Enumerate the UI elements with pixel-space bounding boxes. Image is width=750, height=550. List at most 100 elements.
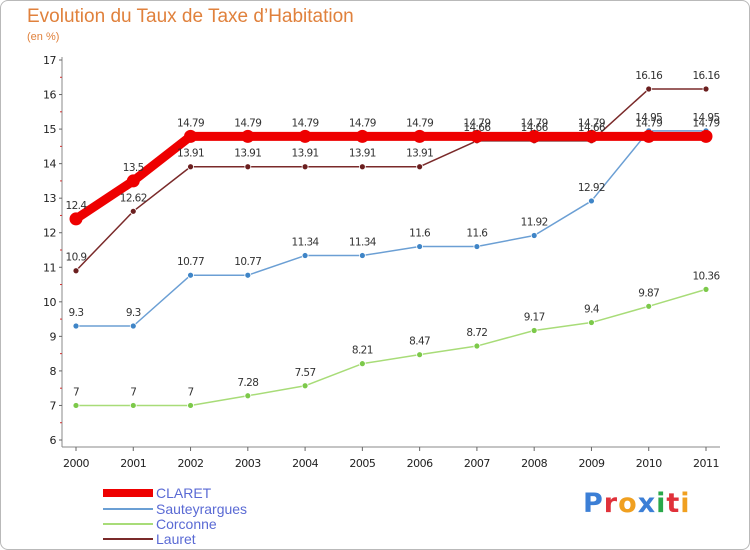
y-tick-label: 15 <box>43 123 56 136</box>
data-label-sauteyrargues: 14.95 <box>635 112 662 124</box>
data-point-lauret <box>301 163 309 171</box>
x-tick-label: 2000 <box>63 457 89 470</box>
data-point-claret <box>413 129 427 143</box>
data-point-lauret <box>187 163 194 171</box>
logo-letter: t <box>666 488 681 519</box>
data-point-lauret <box>244 163 252 171</box>
x-tick-label: 2007 <box>464 457 490 470</box>
logo-letter: P <box>583 488 604 519</box>
data-label-corconne: 10.36 <box>692 270 720 282</box>
logo-letter: x <box>637 488 657 519</box>
data-point-corconne <box>301 382 309 390</box>
data-point-lauret <box>645 85 653 93</box>
chart-title: Evolution du Taux de Taxe d’Habitation <box>27 6 354 27</box>
data-label-claret: 14.79 <box>406 117 433 129</box>
data-label-corconne: 9.4 <box>584 304 600 316</box>
data-point-sauteyrargues <box>129 322 137 330</box>
data-point-claret <box>470 129 484 143</box>
data-label-lauret: 14.66 <box>521 122 549 134</box>
data-point-sauteyrargues <box>187 271 194 279</box>
data-label-lauret: 10.9 <box>66 252 87 264</box>
data-point-claret <box>355 129 369 143</box>
data-label-corconne: 7 <box>130 386 136 398</box>
data-point-claret <box>584 129 598 143</box>
data-label-lauret: 13.91 <box>349 148 376 160</box>
data-point-sauteyrargues <box>416 243 424 250</box>
data-label-lauret: 14.66 <box>463 122 491 134</box>
series-line-claret <box>71 131 711 224</box>
y-tick-label: 12 <box>43 227 56 240</box>
logo-letter: i <box>680 488 691 519</box>
data-point-corconne <box>530 327 538 334</box>
data-point-sauteyrargues <box>473 243 481 250</box>
data-label-corconne: 7.28 <box>237 377 258 389</box>
data-point-corconne <box>358 360 366 368</box>
data-label-lauret: 13.91 <box>177 148 204 160</box>
data-point-sauteyrargues <box>72 322 80 330</box>
data-label-claret: 14.79 <box>177 117 204 129</box>
data-label-sauteyrargues: 11.34 <box>349 237 377 249</box>
data-label-corconne: 7 <box>73 386 79 398</box>
data-label-sauteyrargues: 11.34 <box>292 237 320 249</box>
data-label-claret: 14.79 <box>463 117 490 129</box>
x-tick-label: 2004 <box>292 457 318 470</box>
data-label-corconne: 7 <box>187 386 193 398</box>
data-point-corconne <box>187 402 194 409</box>
data-label-sauteyrargues: 12.92 <box>578 182 605 194</box>
data-label-corconne: 8.47 <box>409 336 430 348</box>
data-label-sauteyrargues: 11.6 <box>409 228 431 240</box>
data-point-claret <box>184 129 198 143</box>
data-point-sauteyrargues <box>588 197 595 205</box>
x-tick-label: 2005 <box>349 457 375 470</box>
data-point-lauret <box>416 163 424 171</box>
data-point-claret <box>241 129 255 143</box>
logo-letter: r <box>603 488 619 519</box>
data-label-claret: 14.79 <box>292 117 319 129</box>
y-tick-label: 9 <box>50 330 57 343</box>
data-label-corconne: 8.72 <box>466 327 487 339</box>
x-tick-label: 2008 <box>521 457 547 470</box>
x-tick-label: 2002 <box>178 457 204 470</box>
series-line-sauteyrargues <box>75 130 707 327</box>
data-point-lauret <box>72 267 80 275</box>
data-point-sauteyrargues <box>358 252 366 259</box>
series-line-lauret <box>75 88 707 272</box>
y-tick-label: 11 <box>43 261 56 274</box>
data-label-corconne: 9.87 <box>638 287 659 299</box>
data-label-lauret: 13.91 <box>292 148 319 160</box>
data-label-sauteyrargues: 10.77 <box>234 256 261 268</box>
y-tick-label: 8 <box>50 365 57 378</box>
data-point-claret <box>642 129 656 143</box>
legend-label-sauteyrargues: Sauteyrargues <box>156 501 247 517</box>
data-label-claret: 14.79 <box>349 117 376 129</box>
data-label-claret: 14.79 <box>578 117 605 129</box>
data-label-sauteyrargues: 11.6 <box>466 228 488 240</box>
data-point-sauteyrargues <box>530 232 538 239</box>
chart-unit-label: (en %) <box>27 31 60 43</box>
y-tick-label: 17 <box>43 54 56 67</box>
legend-label-corconne: Corconne <box>156 516 217 532</box>
data-label-claret: 14.79 <box>521 117 548 129</box>
x-tick-label: 2011 <box>693 457 719 470</box>
data-point-corconne <box>645 302 653 310</box>
data-label-sauteyrargues: 9.3 <box>126 307 141 319</box>
y-tick-label: 6 <box>50 434 57 447</box>
data-label-sauteyrargues: 11.92 <box>521 216 548 228</box>
data-point-lauret <box>702 85 710 93</box>
data-label-lauret: 13.91 <box>406 148 433 160</box>
data-label-lauret: 16.16 <box>635 70 663 82</box>
x-tick-label: 2009 <box>578 457 604 470</box>
y-tick-label: 10 <box>43 296 56 309</box>
data-label-corconne: 7.57 <box>295 367 316 379</box>
x-tick-label: 2001 <box>120 457 146 470</box>
data-point-corconne <box>473 342 481 350</box>
series-line-corconne <box>75 288 707 407</box>
logo-letter: i <box>656 488 667 519</box>
x-tick-label: 2010 <box>636 457 662 470</box>
data-point-corconne <box>416 351 424 359</box>
data-label-claret: 14.79 <box>635 117 662 129</box>
y-tick-label: 14 <box>43 158 56 171</box>
data-point-corconne <box>129 402 137 409</box>
legend-label-claret: CLARET <box>156 485 212 501</box>
